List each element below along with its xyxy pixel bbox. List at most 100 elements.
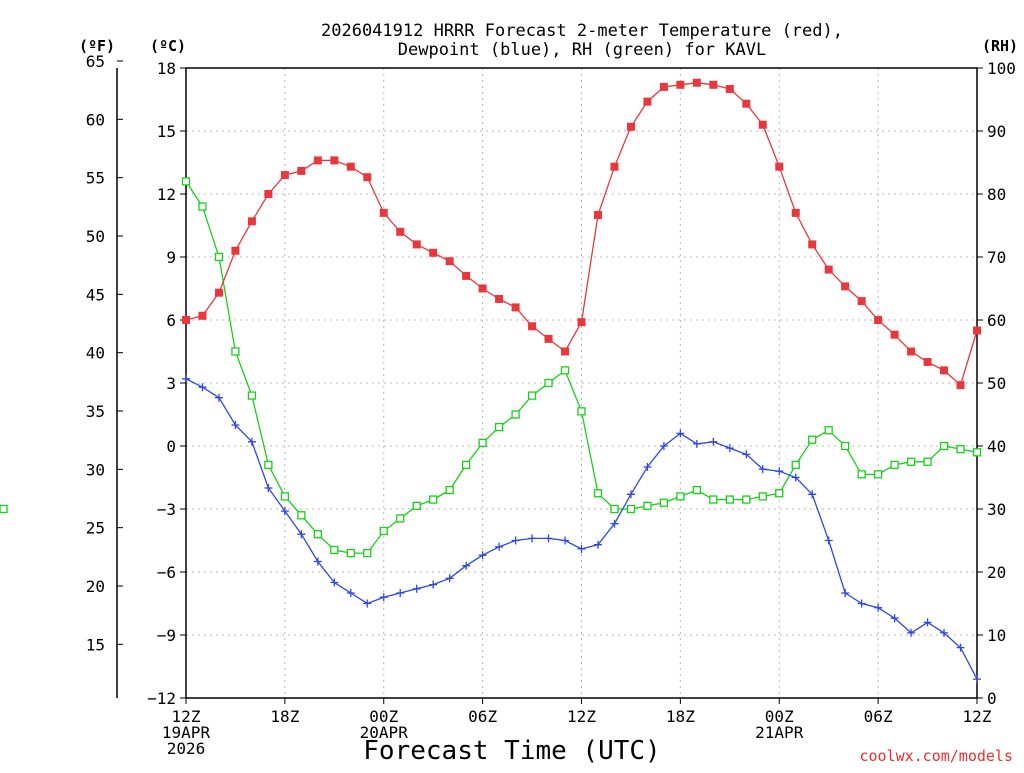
celsius-tick-label: 6: [166, 311, 176, 330]
rh-point: [511, 410, 520, 419]
dewpoint-point: [379, 593, 388, 602]
temperature-point: [626, 122, 635, 131]
rh-tick-label: 50: [987, 374, 1006, 393]
celsius-tick-label: −9: [157, 626, 176, 645]
temperature-point: [561, 347, 570, 356]
rh-point: [659, 498, 669, 507]
temperature-point: [907, 347, 916, 356]
dewpoint-series: [182, 374, 981, 684]
rh-point: [972, 448, 982, 457]
chart-title-line2: Dewpoint (blue), RH (green) for KAVL: [398, 40, 766, 60]
celsius-tick-label: 15: [157, 122, 176, 141]
rh-tick-label: 40: [987, 437, 1006, 456]
temperature-point: [231, 246, 240, 255]
temperature-point: [593, 211, 602, 219]
dewpoint-point: [247, 437, 256, 446]
rh-point: [692, 485, 702, 495]
fahrenheit-unit-label: (ºF): [79, 37, 115, 55]
rh-tick-label: 30: [987, 500, 1006, 519]
temperature-point: [923, 358, 932, 366]
rh-point: [742, 495, 751, 504]
rh-point: [824, 426, 833, 435]
time-tick-label: 20APR: [360, 723, 409, 742]
time-tick-label: 12Z: [172, 707, 201, 726]
dewpoint-point: [676, 429, 685, 438]
temperature-point: [495, 295, 504, 303]
dewpoint-point: [824, 536, 833, 545]
dewpoint-point: [363, 599, 372, 608]
temperature-point: [742, 99, 751, 108]
temperature-point: [330, 156, 339, 165]
temperature-point: [280, 171, 289, 180]
rh-point: [643, 501, 652, 511]
time-tick-label: 19APR: [162, 723, 211, 742]
time-tick-label: 18Z: [666, 707, 695, 726]
temperature-series: [182, 78, 981, 390]
celsius-tick-label: 0: [166, 437, 176, 456]
dewpoint-point: [478, 551, 487, 560]
dewpoint-point: [808, 490, 817, 499]
dewpoint-point: [280, 507, 289, 516]
rh-point: [379, 526, 388, 536]
dewpoint-point: [725, 444, 734, 453]
dewpoint-point: [626, 490, 635, 499]
temperature-point: [610, 162, 619, 171]
fahrenheit-tick-label: 40: [86, 344, 105, 363]
rh-point: [808, 435, 817, 444]
rh-point: [544, 378, 553, 388]
time-tick-label: 21APR: [755, 723, 804, 742]
rh-point: [346, 548, 355, 558]
rh-point: [231, 347, 240, 356]
rh-point: [626, 504, 636, 514]
rh-series: [0, 177, 982, 558]
rh-point: [214, 252, 224, 262]
dewpoint-point: [857, 599, 866, 608]
temperature-point: [956, 381, 965, 390]
temperature-point: [940, 366, 949, 375]
rh-point: [494, 422, 504, 432]
dewpoint-point: [940, 628, 949, 637]
temperature-point: [890, 330, 899, 339]
temperature-point: [182, 316, 190, 324]
temperature-point: [445, 257, 454, 266]
dewpoint-point: [791, 473, 800, 482]
rh-tick-label: 100: [987, 59, 1016, 78]
fahrenheit-tick-label: 35: [86, 402, 105, 421]
time-tick-label: 06Z: [468, 707, 497, 726]
time-tick-label: 12Z: [567, 707, 596, 726]
rh-point: [923, 457, 932, 466]
temperature-point: [396, 227, 405, 236]
dewpoint-point: [709, 437, 718, 446]
fahrenheit-axis: 65 60 55 50 45 40 35 30 25 20 15: [86, 52, 123, 698]
rh-tick-label: 90: [987, 122, 1006, 141]
series-layer: [0, 78, 982, 684]
dewpoint-point: [643, 463, 652, 471]
temperature-point: [808, 240, 817, 249]
dewpoint-point: [297, 530, 306, 539]
rh-point: [725, 495, 734, 504]
rh-point: [841, 441, 850, 451]
rh-point: [593, 489, 603, 498]
dewpoint-point: [462, 561, 471, 570]
dewpoint-point: [692, 439, 701, 448]
rh-tick-label: 10: [987, 626, 1006, 645]
credit-text: coolwx.com/models: [859, 747, 1013, 765]
dewpoint-point: [346, 589, 355, 597]
dewpoint-point: [577, 544, 586, 553]
temperature-point: [214, 288, 223, 297]
celsius-tick-label: 12: [157, 185, 176, 204]
dewpoint-point: [758, 465, 767, 474]
rh-point: [445, 485, 454, 495]
temperature-point: [511, 303, 520, 312]
chart-title-line1: 2026041912 HRRR Forecast 2-meter Tempera…: [321, 21, 843, 41]
rh-point: [461, 460, 471, 470]
time-tick-label: 2026: [167, 739, 206, 758]
rh-point: [412, 501, 421, 511]
rh-point: [181, 177, 191, 186]
fahrenheit-tick-label: 15: [86, 635, 105, 654]
temperature-point: [528, 322, 537, 331]
rh-point: [577, 407, 586, 416]
fahrenheit-tick-label: 25: [86, 519, 105, 538]
